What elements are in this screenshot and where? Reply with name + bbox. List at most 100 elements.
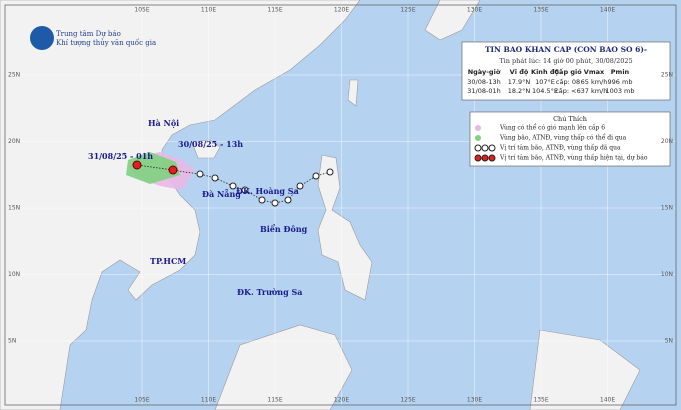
legend-symbol [488, 144, 496, 152]
past-positions [196, 168, 334, 207]
org-name: Trung tâm Dự báo [56, 30, 121, 38]
lat-label: 15N [661, 205, 673, 212]
lon-label: 120E [334, 7, 349, 14]
table-cell: 30/08-13h [467, 78, 500, 86]
past-position [196, 170, 204, 178]
legend-symbol [474, 154, 482, 162]
past-position [211, 174, 219, 182]
lon-label: 120E [334, 397, 349, 404]
lon-label: 125E [400, 7, 415, 14]
column-header: Vĩ độ [510, 68, 529, 76]
lon-label: 115E [267, 7, 282, 14]
org-name: Khí tượng thủy văn quốc gia [56, 38, 156, 47]
past-position [296, 182, 304, 190]
table-cell: 107°E [535, 78, 555, 86]
legend-item: Vị trí tâm bão, ATNĐ, vùng thấp đã qua [499, 145, 621, 152]
lat-label: 15N [8, 205, 20, 212]
legend-symbol [474, 144, 482, 152]
place-label: ĐK. Hoàng Sa [236, 186, 299, 196]
lon-label: 125E [400, 397, 415, 404]
past-position [271, 199, 279, 207]
lon-label: 110E [201, 397, 216, 404]
place-label: 30/08/25 - 13h [178, 139, 243, 149]
lat-label: 20N [661, 138, 673, 145]
table-cell: 17.9°N [508, 78, 531, 86]
column-header: Vmax [584, 68, 605, 76]
place-label: TP.HCM [150, 256, 186, 266]
table-cell: 37 km/h [581, 87, 608, 95]
past-position [326, 168, 334, 176]
legend-symbol [481, 144, 489, 152]
mainland [0, 0, 361, 410]
lon-label: 105E [134, 397, 149, 404]
table-cell: cấp: <6 [555, 87, 581, 95]
legend: Vùng có thể có gió mạnh lên cấp 6 Vùng bã… [474, 125, 648, 162]
lat-label: 5N [665, 338, 673, 345]
lon-label: 135E [533, 7, 548, 14]
bulletin-issued: Tin phát lúc: 14 giờ 00 phút, 30/08/2025 [499, 57, 632, 65]
table-cell: 996 mb [608, 78, 633, 86]
logo-mark [30, 26, 54, 50]
lon-label: 115E [267, 397, 282, 404]
table-cell: 65 km/h [581, 78, 608, 86]
place-label: Hà Nội [148, 118, 179, 128]
past-position [312, 172, 320, 180]
lon-label: 140E [600, 397, 615, 404]
table-cell: 18.2°N [508, 87, 531, 95]
japan [424, 0, 481, 41]
land [0, 0, 641, 410]
lat-label: 25N [661, 72, 673, 79]
lat-label: 20N [8, 138, 20, 145]
legend-symbol [481, 154, 489, 162]
logo: Trung tâm Dự báo Khí tượng thủy văn quốc… [30, 26, 156, 50]
legend-item: Vùng bão, ATNĐ, vùng thấp có thể đi qua [499, 135, 627, 142]
places: Hà Nội 30/08/25 - 13h 31/08/25 - 01h Đà Nẵn… [88, 118, 308, 297]
lon-label: 130E [467, 397, 482, 404]
lon-label: 130E [467, 7, 482, 14]
storm-cone [126, 152, 180, 184]
past-position [258, 196, 266, 204]
column-header: Pmin [611, 68, 630, 76]
past-position [241, 186, 249, 194]
lon-label: 140E [600, 7, 615, 14]
lon-label: 110E [201, 7, 216, 14]
place-label: ĐK. Trường Sa [237, 287, 302, 297]
forecast-position [132, 160, 142, 170]
hainan [191, 139, 221, 159]
table-cell: 104.5°E [532, 87, 558, 95]
lon-label: 105E [134, 7, 149, 14]
bulletin-box [461, 41, 671, 101]
legend-item: Vùng có thể có gió mạnh lên cấp 6 [499, 125, 605, 132]
frame [4, 4, 677, 406]
bulletin-title: TIN BAO KHAN CAP (CON BAO SO 6)- [485, 45, 647, 54]
past-position [284, 196, 292, 204]
philippines [317, 154, 373, 301]
legend-title: Chú Thích [553, 115, 587, 123]
borneo [214, 324, 353, 410]
place-label: Đà Nẵng [202, 189, 241, 199]
current-position [168, 165, 178, 175]
column-header: Ngày-giờ [468, 68, 501, 76]
taiwan [347, 79, 359, 107]
column-header: Kinh độ [531, 68, 559, 76]
lat-label: 10N [661, 271, 673, 278]
lat-label: 5N [8, 338, 16, 345]
lon-label: 135E [533, 397, 548, 404]
lat-label: 25N [8, 72, 20, 79]
legend-box [469, 111, 671, 167]
legend-symbol [475, 125, 481, 131]
legend-symbol [475, 135, 481, 141]
table-cell: 31/08-01h [467, 87, 500, 95]
lat-label: 10N [8, 271, 20, 278]
table-cell: 1003 mb [605, 87, 634, 95]
new-guinea [529, 329, 641, 410]
past-position [229, 182, 237, 190]
sea-name: Biển Đông [260, 224, 308, 234]
place-label: 31/08/25 - 01h [88, 151, 153, 161]
column-header: Cấp gió [554, 68, 582, 76]
coordinates: 105E 105E 110E 110E 115E 115E 120E 120E 125E 125E… [8, 7, 673, 404]
legend-item: Vị trí tâm bão, ATNĐ, vùng thấp hiện tại… [499, 155, 648, 162]
table-cell: cấp: 08 [556, 78, 580, 86]
